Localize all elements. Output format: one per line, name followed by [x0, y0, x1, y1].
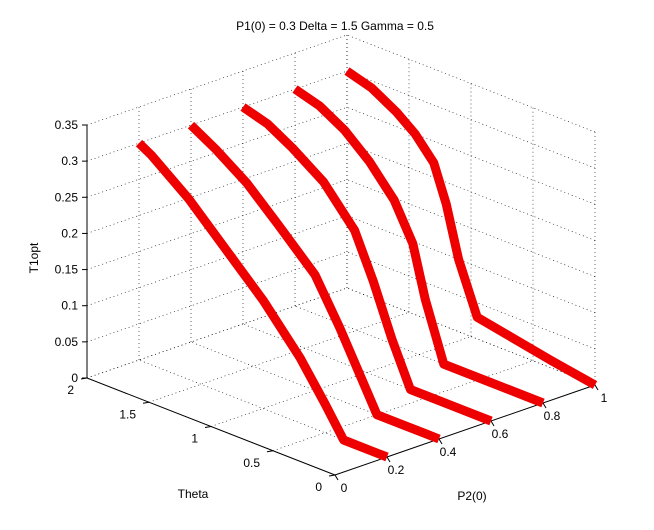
- grid-line: [86, 179, 348, 270]
- series-line-3: [240, 103, 493, 426]
- series-layer: [135, 67, 598, 462]
- grid-line: [346, 251, 596, 350]
- y-tick-label: 2: [67, 383, 74, 397]
- series-line-2: [187, 121, 441, 444]
- series-line-1: [135, 139, 389, 462]
- axis-layer: [86, 125, 596, 476]
- x-tick-mark: [386, 456, 391, 463]
- y-axis-label: Theta: [178, 487, 209, 501]
- x-tick-mark: [334, 474, 339, 481]
- y-tick-mark: [142, 401, 150, 404]
- x-axis-label: P2(0): [457, 489, 486, 503]
- x-tick-mark: [594, 384, 599, 391]
- y-tick-label: 0: [315, 480, 322, 494]
- y-tick-label: 0.5: [243, 456, 260, 470]
- z-tick-label: 0.35: [55, 118, 79, 132]
- x-tick-label: 1: [601, 391, 608, 405]
- series-line-4: [292, 85, 545, 408]
- x-tick-label: 0.4: [440, 445, 457, 459]
- x-tick-mark: [438, 438, 443, 445]
- x-tick-label: 0.6: [492, 427, 509, 441]
- grid-line: [86, 34, 348, 126]
- z-tick-label: 0: [71, 371, 78, 385]
- grid-line: [210, 336, 472, 427]
- x-tick-label: 0: [341, 481, 348, 495]
- grid-layer: [86, 34, 596, 476]
- x-tick-mark: [542, 402, 547, 409]
- y-tick-label: 1.5: [119, 407, 136, 421]
- z-tick-label: 0.2: [61, 226, 78, 240]
- y-tick-label: 1: [191, 432, 198, 446]
- y-tick-mark: [328, 474, 336, 477]
- x-axis-line: [334, 384, 596, 476]
- grid-line: [346, 107, 596, 205]
- z-tick-label: 0.1: [61, 299, 78, 313]
- x-tick-label: 0.8: [544, 409, 561, 423]
- z-tick-label: 0.25: [55, 190, 79, 204]
- y-tick-mark: [204, 426, 212, 428]
- grid-line: [346, 287, 596, 386]
- series-line-5: [344, 67, 598, 389]
- chart-title: P1(0) = 0.3 Delta = 1.5 Gamma = 0.5: [236, 19, 434, 33]
- z-axis-label: T1opt: [27, 242, 41, 273]
- z-tick-label: 0.3: [61, 154, 78, 168]
- y-tick-mark: [266, 450, 274, 453]
- grid-line: [346, 34, 596, 133]
- grid-line: [346, 143, 596, 241]
- z-tick-label: 0.15: [55, 263, 79, 277]
- x-tick-mark: [490, 420, 495, 427]
- grid-line: [346, 215, 596, 313]
- x-tick-label: 0.2: [388, 463, 405, 477]
- grid-line: [346, 70, 596, 169]
- tick-layer: 00.20.40.60.8100.511.5200.050.10.150.20.…: [55, 118, 608, 495]
- grid-line: [346, 179, 596, 277]
- z-tick-label: 0.05: [55, 335, 79, 349]
